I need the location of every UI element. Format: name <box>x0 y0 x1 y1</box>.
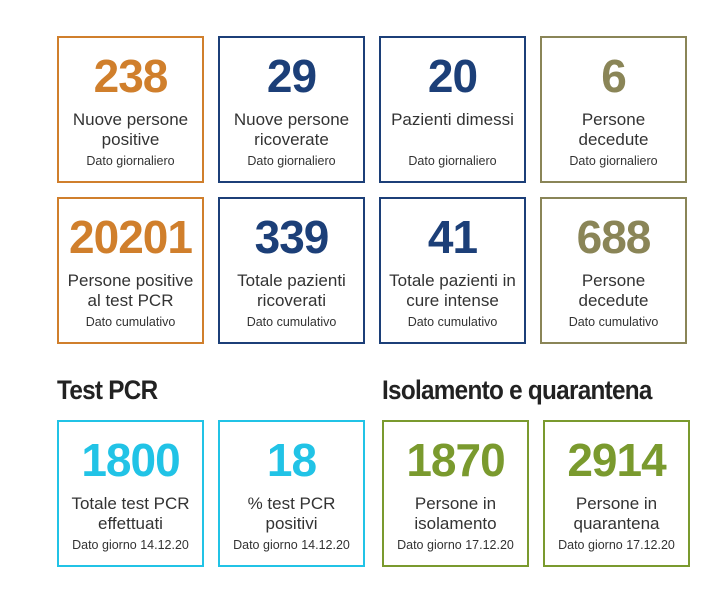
stat-label: Nuove persone positive <box>72 110 189 149</box>
stat-value: 41 <box>427 211 478 263</box>
stat-value: 29 <box>266 50 317 102</box>
stat-label: Totale test PCR effettuati <box>71 494 190 533</box>
stat-note: Dato cumulativo <box>246 315 337 329</box>
stat-label: Pazienti dimessi <box>391 110 514 129</box>
stat-value: 688 <box>576 211 652 263</box>
card-discharged: 20 Pazienti dimessi Dato giornaliero <box>379 36 526 183</box>
stat-note: Dato giorno 14.12.20 <box>233 538 350 552</box>
stat-label: Persone decedute <box>578 110 649 149</box>
stat-label: % test PCR positivi <box>247 494 336 533</box>
stat-label: Persone in isolamento <box>414 494 497 533</box>
card-total-pcr-tests: 1800 Totale test PCR effettuati Dato gio… <box>57 420 204 567</box>
card-total-hospitalized: 339 Totale pazienti ricoverati Dato cumu… <box>218 197 365 344</box>
card-positive-pcr-cumulative: 20201 Persone positive al test PCR Dato … <box>57 197 204 344</box>
stat-value: 1800 <box>81 434 180 486</box>
stat-value: 238 <box>93 50 169 102</box>
stat-value: 20 <box>427 50 478 102</box>
card-quarantine: 2914 Persone in quarantena Dato giorno 1… <box>543 420 690 567</box>
stat-value: 18 <box>266 434 317 486</box>
card-isolation: 1870 Persone in isolamento Dato giorno 1… <box>382 420 529 567</box>
stat-label: Persone in quarantena <box>573 494 660 533</box>
stat-value: 339 <box>254 211 330 263</box>
card-deceased-cumulative: 688 Persone decedute Dato cumulativo <box>540 197 687 344</box>
stat-note: Dato giorno 17.12.20 <box>558 538 675 552</box>
stat-label: Totale pazienti ricoverati <box>237 271 346 310</box>
stat-value: 20201 <box>69 211 193 263</box>
stat-value: 2914 <box>567 434 666 486</box>
stat-note: Dato giorno 14.12.20 <box>72 538 189 552</box>
card-deceased-daily: 6 Persone decedute Dato giornaliero <box>540 36 687 183</box>
stat-note: Dato cumulativo <box>85 315 176 329</box>
section-title-pcr: Test PCR <box>57 375 158 405</box>
stat-note: Dato cumulativo <box>407 315 498 329</box>
stat-label: Persone positive al test PCR <box>67 271 194 310</box>
stat-value: 1870 <box>406 434 505 486</box>
card-intensive-care: 41 Totale pazienti in cure intense Dato … <box>379 197 526 344</box>
card-new-hospitalized: 29 Nuove persone ricoverate Dato giornal… <box>218 36 365 183</box>
stat-note: Dato giornaliero <box>247 154 336 168</box>
stat-label: Totale pazienti in cure intense <box>389 271 516 310</box>
stat-note: Dato cumulativo <box>568 315 659 329</box>
stat-label: Persone decedute <box>578 271 649 310</box>
card-new-positive: 238 Nuove persone positive Dato giornali… <box>57 36 204 183</box>
card-percent-pcr-positive: 18 % test PCR positivi Dato giorno 14.12… <box>218 420 365 567</box>
stat-note: Dato giorno 17.12.20 <box>397 538 514 552</box>
stat-note: Dato giornaliero <box>569 154 658 168</box>
stat-label: Nuove persone ricoverate <box>233 110 350 149</box>
stat-note: Dato giornaliero <box>86 154 175 168</box>
stat-value: 6 <box>601 50 627 102</box>
section-title-isolation: Isolamento e quarantena <box>382 375 652 405</box>
stat-note: Dato giornaliero <box>408 154 497 168</box>
